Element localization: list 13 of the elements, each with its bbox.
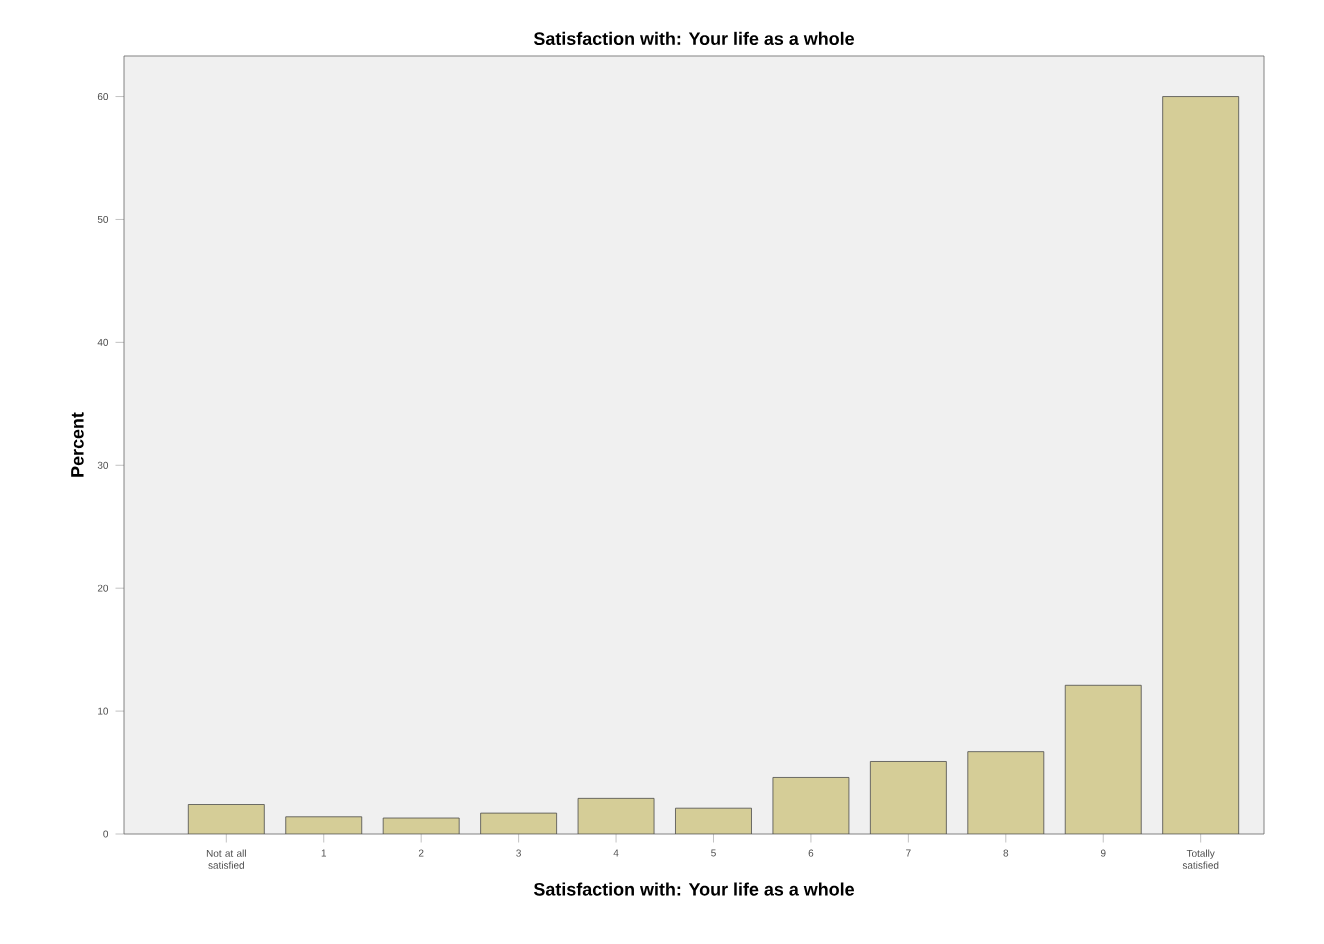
bar (285, 816, 362, 834)
bar (967, 751, 1044, 834)
bar (1162, 96, 1240, 834)
bar (188, 804, 265, 834)
bar (578, 798, 655, 834)
bar (1065, 685, 1142, 834)
y-axis-title: Percent (71, 412, 84, 477)
x-axis-title: Satisfaction with: Your life as a whole (533, 882, 855, 896)
bar (480, 813, 557, 834)
chart-title: Satisfaction with: Your life as a whole (533, 31, 855, 46)
bar (675, 808, 752, 834)
bar (870, 761, 947, 834)
bar (772, 777, 849, 834)
